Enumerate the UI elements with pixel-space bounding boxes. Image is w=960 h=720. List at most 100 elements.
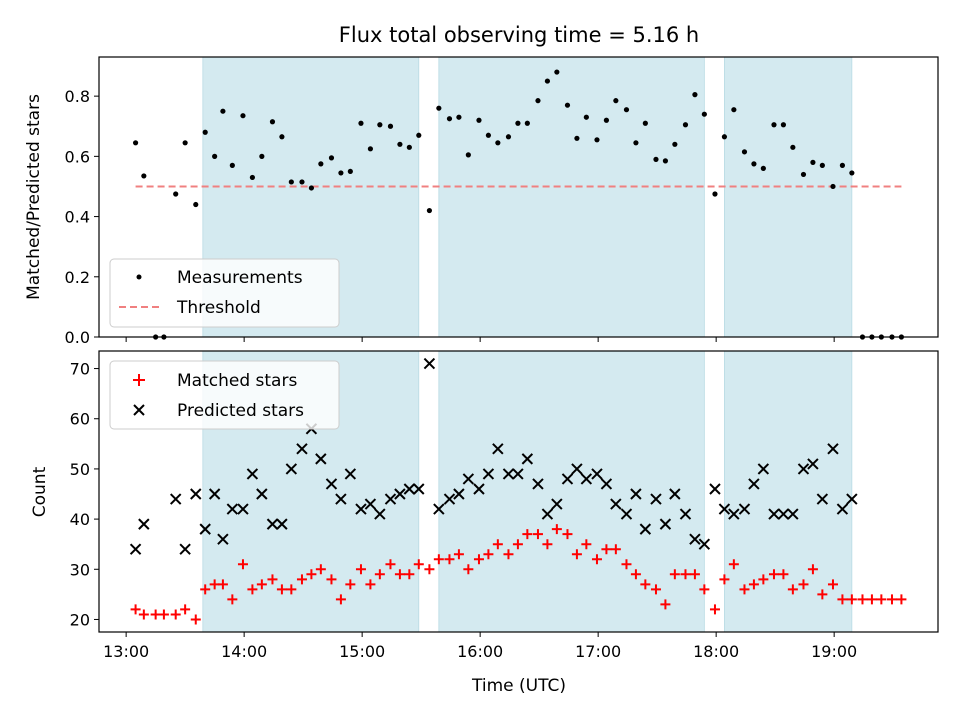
top-legend-box: [109, 258, 340, 328]
predicted-star-point: [836, 503, 849, 515]
matched-star-point: [522, 529, 533, 540]
measurement-point: [485, 132, 492, 138]
matched-star-point: [158, 609, 169, 620]
matched-star-point: [768, 569, 779, 580]
measurement-point: [780, 122, 787, 128]
matched-star-point: [562, 529, 573, 540]
predicted-star-point: [285, 463, 298, 475]
matched-star-point: [591, 554, 602, 565]
matched-star-point: [200, 584, 211, 595]
measurement-point: [623, 107, 630, 113]
measurement-point: [682, 122, 689, 128]
measurement-point: [653, 156, 659, 162]
bottom-axes-frame: [98, 350, 939, 633]
x-axis-label: Time (UTC): [471, 676, 566, 696]
predicted-star-point: [246, 468, 259, 480]
predicted-star-point: [709, 483, 721, 495]
measurement-point: [377, 122, 383, 128]
predicted-star-point: [600, 478, 613, 490]
measurement-point: [849, 170, 855, 176]
measurement-point: [544, 78, 551, 84]
matched-star-point: [453, 549, 464, 560]
matched-star-point: [680, 569, 691, 580]
matched-star-point: [267, 574, 278, 585]
top-shade-band-2: [724, 56, 853, 338]
matched-star-point: [473, 554, 484, 565]
bottom-y-tick-label: 60: [70, 410, 90, 429]
matched-star-point: [866, 594, 877, 605]
legend-predicted-marker: [133, 404, 145, 416]
measurement-point: [358, 120, 364, 126]
predicted-star-point: [757, 463, 770, 475]
measurement-point: [436, 105, 442, 111]
matched-star-point: [551, 524, 562, 535]
bottom-x-tick-label: 19:00: [811, 642, 857, 661]
measurement-point: [731, 107, 737, 113]
predicted-star-point: [620, 508, 633, 520]
matched-star-point: [532, 529, 543, 540]
measurement-point: [564, 102, 571, 108]
predicted-star-point: [807, 458, 819, 470]
bottom-x-tick-label: 15:00: [339, 642, 385, 661]
measurement-point: [279, 134, 285, 140]
bottom-x-tick-label: 16:00: [457, 642, 503, 661]
predicted-star-point: [276, 518, 288, 530]
predicted-star-point: [423, 357, 436, 370]
predicted-star-point: [492, 443, 504, 455]
matched-star-point: [276, 584, 287, 595]
predicted-star-point: [827, 443, 839, 455]
matched-star-point: [424, 564, 435, 575]
top-y-tick-label: 0.0: [65, 328, 90, 347]
measurement-point: [819, 162, 825, 168]
matched-star-point: [306, 569, 317, 580]
matched-star-point: [385, 559, 396, 570]
predicted-star-point: [777, 508, 790, 520]
measurement-point: [229, 162, 235, 168]
measurement-point: [574, 135, 580, 141]
predicted-star-point: [816, 493, 829, 505]
bottom-x-tick-label: 18:00: [693, 642, 739, 661]
measurement-point: [173, 191, 179, 197]
measurement-point: [367, 146, 374, 152]
top-axes-frame: [98, 56, 939, 338]
matched-star-point: [719, 574, 730, 585]
matched-star-point: [817, 589, 828, 600]
matched-star-point: [247, 584, 258, 595]
measurement-point: [583, 114, 589, 120]
top-y-tick-label: 0.8: [65, 87, 90, 106]
measurement-point: [642, 120, 648, 126]
predicted-star-point: [217, 533, 229, 545]
measurement-point: [416, 132, 422, 138]
matched-star-point: [355, 564, 366, 575]
predicted-star-point: [462, 473, 475, 485]
matched-star-point: [787, 584, 798, 595]
bottom-panel: 20 30 40 50 60 70 13:00 14:00 15:00 16:00 17:00 18…: [30, 350, 939, 696]
matched-star-point: [689, 569, 700, 580]
legend-threshold-label: Threshold: [176, 298, 261, 318]
predicted-star-point: [728, 508, 740, 520]
measurement-point: [633, 140, 639, 146]
measurement-point: [613, 98, 619, 104]
predicted-star-point: [561, 473, 574, 485]
predicted-star-point: [846, 493, 858, 505]
predicted-star-point: [650, 493, 662, 505]
matched-star-point: [798, 579, 809, 590]
bottom-x-ticks: 13:00 14:00 15:00 16:00 17:00 18:00 19:00: [103, 632, 857, 661]
top-y-tick-label: 0.6: [65, 147, 90, 166]
measurement-point: [212, 153, 218, 159]
matched-star-point: [669, 569, 680, 580]
predicted-star-point: [768, 508, 780, 520]
matched-star-point: [640, 579, 651, 590]
predicted-star-point: [639, 523, 652, 535]
measurement-point: [524, 120, 530, 126]
measurement-point: [830, 183, 836, 190]
bottom-x-tick-label: 13:00: [103, 642, 149, 661]
predicted-star-point: [325, 478, 338, 490]
predicted-star-point: [512, 468, 524, 480]
predicted-star-point: [718, 503, 731, 515]
legend-measurements-marker: [136, 274, 142, 280]
matched-star-point: [190, 614, 201, 625]
measurement-point: [249, 174, 256, 181]
matched-star-point: [610, 544, 621, 555]
count-points: [129, 357, 907, 625]
